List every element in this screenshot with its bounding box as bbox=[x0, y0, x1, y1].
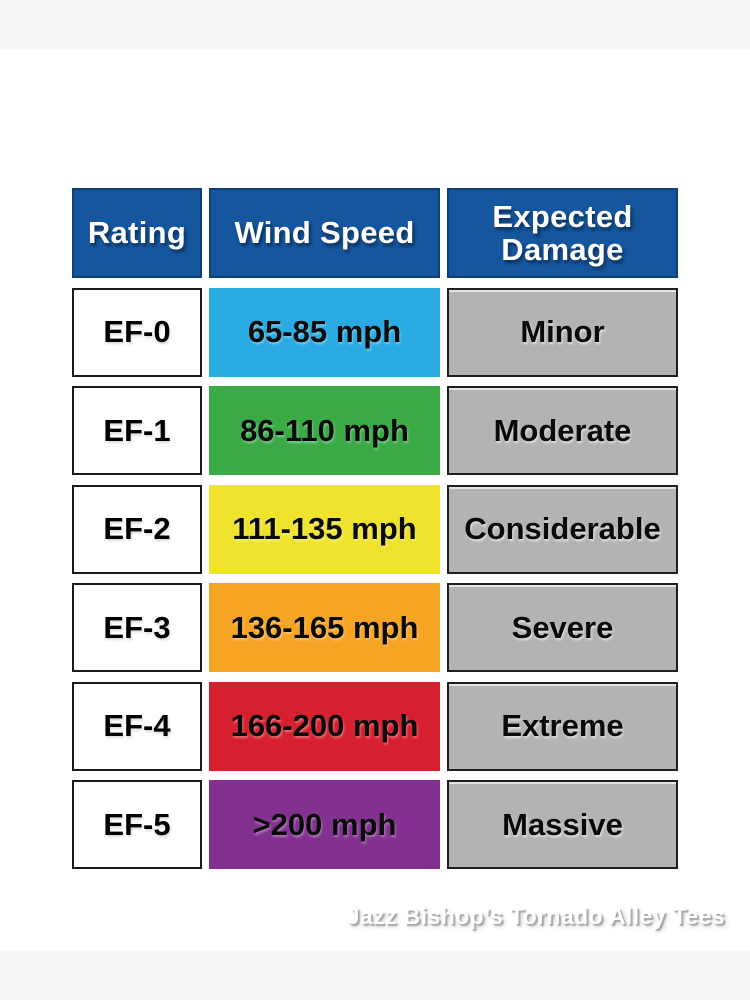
top-letterbox bbox=[0, 0, 750, 49]
wind-speed-cell-ef4: 166-200 mph bbox=[209, 681, 440, 771]
damage-cell-ef0: Minor bbox=[447, 287, 678, 377]
header-expected-damage: Expected Damage bbox=[447, 188, 678, 278]
damage-cell-ef1: Moderate bbox=[447, 386, 678, 475]
wind-speed-cell-ef2: 111-135 mph bbox=[209, 484, 440, 574]
ef-scale-table: Rating Wind Speed Expected Damage EF-0 6… bbox=[72, 188, 678, 869]
header-wind-speed: Wind Speed bbox=[209, 188, 440, 278]
damage-cell-ef4: Extreme bbox=[447, 681, 678, 771]
wind-speed-cell-ef3: 136-165 mph bbox=[209, 583, 440, 672]
watermark-text: Jazz Bishop’s Tornado Alley Tees bbox=[346, 903, 725, 929]
header-rating: Rating bbox=[72, 188, 202, 278]
wind-speed-cell-ef0: 65-85 mph bbox=[209, 287, 440, 377]
rating-cell-ef4: EF-4 bbox=[72, 681, 202, 771]
bottom-letterbox bbox=[0, 951, 750, 1000]
wind-speed-cell-ef1: 86-110 mph bbox=[209, 386, 440, 475]
damage-cell-ef2: Considerable bbox=[447, 484, 678, 574]
rating-cell-ef1: EF-1 bbox=[72, 386, 202, 475]
rating-cell-ef0: EF-0 bbox=[72, 287, 202, 377]
rating-cell-ef2: EF-2 bbox=[72, 484, 202, 574]
wind-speed-cell-ef5: >200 mph bbox=[209, 780, 440, 869]
damage-cell-ef5: Massive bbox=[447, 780, 678, 869]
rating-cell-ef3: EF-3 bbox=[72, 583, 202, 672]
damage-cell-ef3: Severe bbox=[447, 583, 678, 672]
rating-cell-ef5: EF-5 bbox=[72, 780, 202, 869]
